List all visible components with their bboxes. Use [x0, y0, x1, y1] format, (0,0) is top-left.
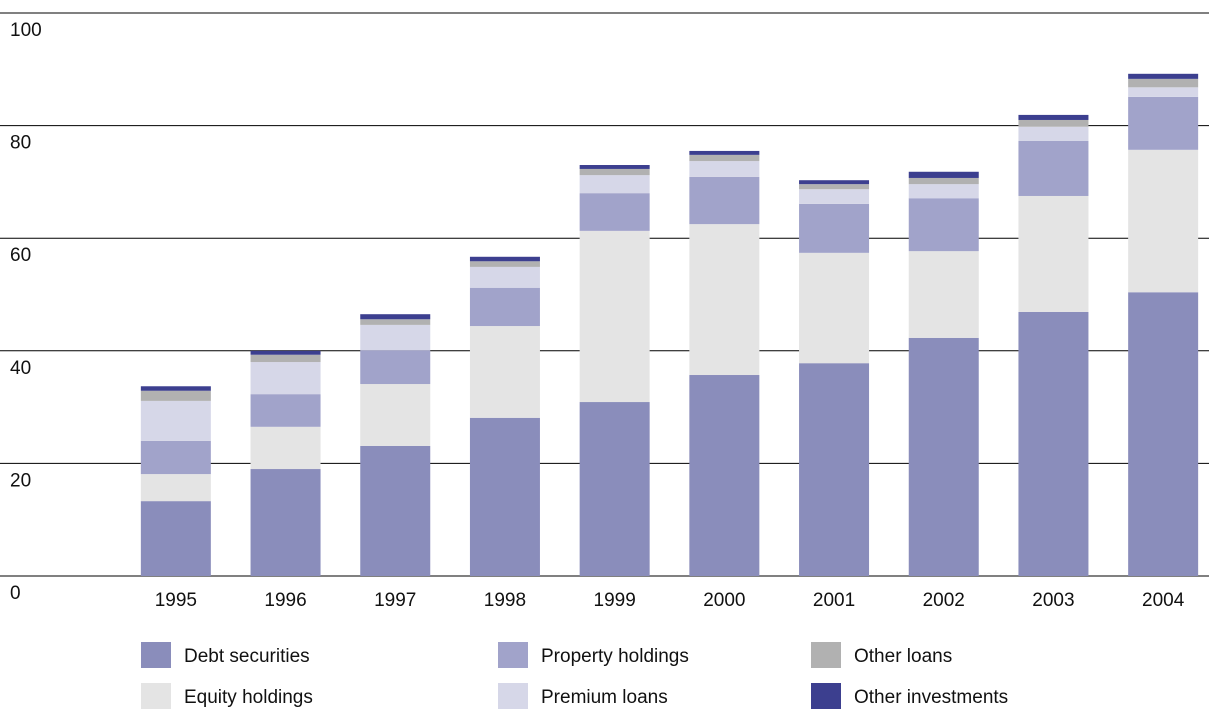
bar-segment [360, 445, 431, 576]
legend-label: Property holdings [541, 646, 689, 667]
bar-segment [799, 363, 870, 576]
bar-segment [1018, 140, 1089, 196]
y-tick-label: 100 [10, 20, 42, 41]
y-tick-label: 0 [10, 583, 21, 604]
bar-segment [799, 252, 870, 364]
bar-segment [140, 501, 211, 576]
bar-segment [469, 417, 540, 576]
bar-segment [469, 287, 540, 327]
legend-label: Equity holdings [184, 687, 313, 708]
legend-swatch [141, 683, 171, 709]
bar-segment [360, 314, 431, 320]
x-tick-label: 1997 [374, 590, 416, 611]
legend-swatch [498, 642, 528, 668]
bar-segment [689, 154, 760, 162]
bar-segment [250, 394, 321, 427]
bar-segment [579, 168, 650, 176]
bar-segment [1018, 311, 1089, 576]
bar-segment [579, 193, 650, 231]
bar-segment [799, 184, 870, 190]
y-tick-label: 20 [10, 470, 31, 491]
x-tick-label: 2004 [1142, 590, 1185, 611]
bar-segment [1018, 126, 1089, 141]
x-tick-label: 1995 [155, 590, 197, 611]
bar-segment [579, 402, 650, 576]
bar-segment [140, 474, 211, 502]
bar-segment [1128, 292, 1199, 576]
bar-segment [469, 326, 540, 418]
bar-segment [250, 350, 321, 355]
bar-segment [1128, 87, 1199, 97]
bar-segment [579, 165, 650, 169]
bar-segment [799, 180, 870, 185]
bar-segment [579, 230, 650, 403]
bar-segment [360, 319, 431, 325]
legend-swatch [141, 642, 171, 668]
x-tick-label: 2001 [813, 590, 855, 611]
bar-segment [250, 354, 321, 363]
bar-segment [140, 400, 211, 441]
x-tick-label: 1999 [594, 590, 636, 611]
bar-segment [469, 266, 540, 288]
y-tick-label: 60 [10, 245, 31, 266]
x-tick-label: 2002 [923, 590, 965, 611]
y-tick-label: 80 [10, 133, 31, 154]
bar-segment [908, 177, 979, 185]
bar-segment [908, 198, 979, 252]
x-tick-label: 1996 [264, 590, 306, 611]
bar-segment [689, 161, 760, 177]
bar-segment [360, 350, 431, 385]
bar-segment [689, 150, 760, 155]
bar-segment [689, 176, 760, 225]
bar-segment [1018, 114, 1089, 120]
x-tick-label: 2003 [1032, 590, 1074, 611]
bar-segment [1018, 119, 1089, 127]
bar-segment [360, 324, 431, 351]
bar-segment [250, 469, 321, 576]
bar-segment [1128, 78, 1199, 88]
bar-segment [469, 261, 540, 267]
bar-segment [908, 184, 979, 199]
bar-segment [360, 384, 431, 446]
legend-swatch [811, 642, 841, 668]
bar-segment [140, 386, 211, 391]
bar-segment [908, 251, 979, 338]
bar-segment [1128, 96, 1199, 150]
bar-segment [908, 337, 979, 576]
bar-segment [1018, 195, 1089, 312]
x-tick-label: 2000 [703, 590, 745, 611]
bar-segment [250, 362, 321, 395]
bar-segment [689, 224, 760, 376]
legend-label: Debt securities [184, 646, 310, 667]
legend-swatch [498, 683, 528, 709]
legend-label: Other loans [854, 646, 952, 667]
bar-segment [140, 390, 211, 401]
bar-segment [469, 256, 540, 262]
bar-segment [250, 426, 321, 470]
bar-segment [140, 440, 211, 475]
bar-segment [689, 375, 760, 576]
bar-segment [799, 189, 870, 204]
bar-segment [1128, 73, 1199, 79]
bar-segment [579, 175, 650, 194]
x-tick-label: 1998 [484, 590, 526, 611]
y-tick-label: 40 [10, 358, 31, 379]
bar-segment [908, 171, 979, 178]
legend-label: Premium loans [541, 687, 668, 708]
legend-swatch [811, 683, 841, 709]
legend-label: Other investments [854, 687, 1008, 708]
bar-segment [799, 203, 870, 253]
bar-segment [1128, 149, 1199, 293]
